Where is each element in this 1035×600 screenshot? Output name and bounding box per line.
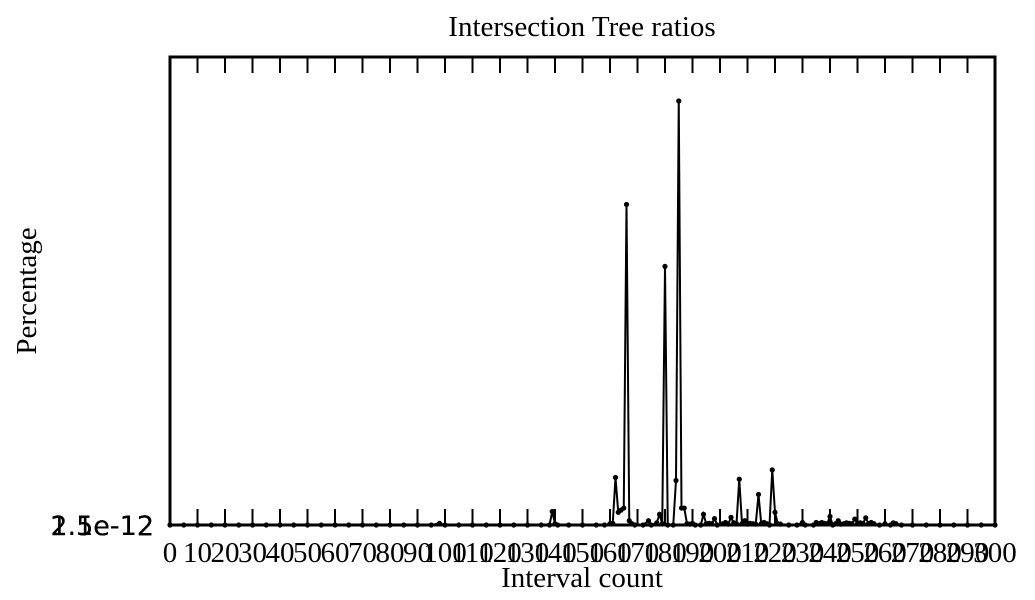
x-tick-label: 210: [726, 537, 770, 569]
x-tick-label: 240: [808, 537, 852, 569]
data-series: [167, 98, 998, 528]
x-tick-label: 70: [348, 537, 377, 569]
data-point: [681, 505, 687, 511]
x-tick-label: 170: [616, 537, 660, 569]
data-point: [863, 515, 869, 521]
x-tick-label: 50: [293, 537, 322, 569]
y-tick-label: 1.5e-12: [50, 511, 154, 542]
data-point: [728, 514, 734, 520]
data-point: [827, 513, 833, 520]
data-point: [736, 476, 742, 482]
x-tick-label: 260: [863, 537, 907, 569]
data-point: [772, 509, 778, 515]
x-tick-label: 20: [211, 537, 240, 569]
axis-ticks: [169, 57, 996, 525]
data-point: [700, 511, 707, 517]
data-point: [711, 516, 718, 522]
x-tick-label: 190: [671, 537, 715, 569]
x-tick-label: 280: [918, 537, 962, 569]
x-tick-label: 90: [403, 537, 432, 569]
plot-frame: [168, 55, 997, 527]
data-point: [852, 516, 858, 522]
x-tick-label: 180: [643, 537, 687, 569]
x-tick-label: 150: [561, 537, 605, 569]
x-tick-label: 160: [588, 537, 632, 569]
x-tick-label: 60: [321, 537, 350, 569]
x-tick-label: 140: [533, 537, 577, 569]
x-tick-label: 220: [753, 537, 797, 569]
data-point: [755, 491, 762, 498]
data-point: [623, 201, 630, 208]
x-tick-label: 100: [423, 537, 467, 569]
data-point: [662, 263, 668, 269]
y-tick-label: 1e-12: [76, 511, 154, 542]
chart-title: Intersection Tree ratios: [448, 11, 715, 43]
x-tick-label: 80: [376, 537, 405, 569]
x-tick-label: 40: [266, 537, 295, 569]
data-point: [645, 518, 652, 524]
data-point: [769, 467, 775, 473]
x-tick-label: 130: [506, 537, 550, 569]
x-tick-label: 290: [946, 537, 990, 569]
data-point: [673, 477, 679, 484]
x-tick-label: 120: [478, 537, 522, 569]
x-tick-label: 300: [973, 537, 1017, 569]
data-point: [549, 508, 555, 515]
x-tick-labels: 0 102030405060708090100110120130140150160…: [163, 537, 1017, 569]
x-tick-label: 0: [163, 537, 178, 569]
x-tick-label: 230: [781, 537, 825, 569]
x-tick-label: 250: [836, 537, 880, 569]
y-tick-label: 2.5e-12: [50, 511, 154, 542]
data-point: [612, 474, 619, 481]
series-line: [170, 100, 995, 527]
x-tick-label: 110: [451, 537, 493, 569]
y-axis-label: Percentage: [11, 227, 43, 354]
x-tick-label: 270: [891, 537, 935, 569]
data-point: [676, 98, 682, 104]
x-tick-label: 10: [183, 537, 212, 569]
x-tick-label: 30: [238, 537, 267, 569]
x-tick-label: 200: [698, 537, 742, 569]
x-axis-label: Interval count: [501, 562, 663, 594]
data-point: [621, 505, 627, 511]
data-point: [656, 511, 663, 517]
